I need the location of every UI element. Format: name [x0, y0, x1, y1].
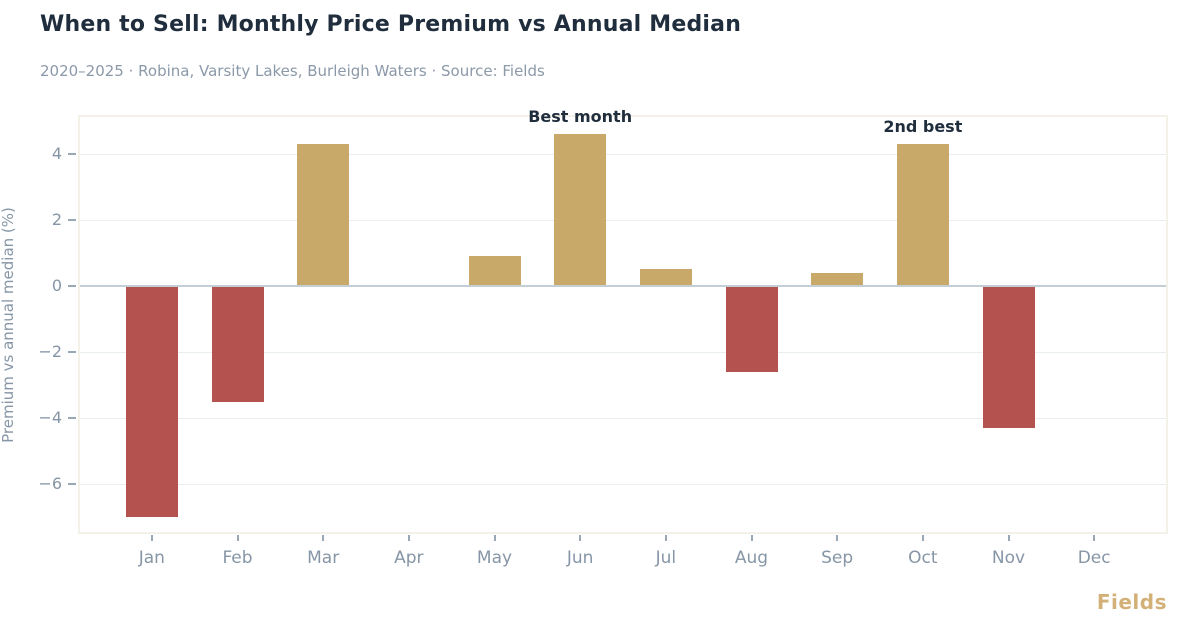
y-axis-label: Premium vs annual median (%)	[0, 207, 17, 443]
bar-mar	[297, 143, 350, 286]
plot-spine-right	[1166, 115, 1168, 534]
x-tick-mark-nov	[1007, 535, 1010, 541]
x-tick-label-sep: Sep	[821, 548, 854, 568]
x-tick-mark-sep	[836, 535, 839, 541]
gridline--6	[80, 484, 1166, 486]
plot-spine-left	[78, 115, 80, 534]
bar-jul	[639, 269, 692, 286]
y-tick-mark--4	[68, 417, 76, 420]
plot-spine-bottom	[78, 532, 1168, 534]
page-title: When to Sell: Monthly Price Premium vs A…	[40, 12, 742, 37]
bar-jun	[554, 133, 607, 286]
y-tick-label--2: −2	[38, 342, 62, 362]
x-tick-mark-apr	[407, 535, 410, 541]
zero-line	[80, 284, 1166, 287]
x-tick-label-feb: Feb	[222, 548, 253, 568]
brand-logo: Fields	[1096, 590, 1167, 614]
x-tick-mark-aug	[750, 535, 753, 541]
x-tick-mark-jan	[150, 535, 153, 541]
annotation-2nd-best: 2nd best	[883, 116, 963, 136]
y-tick-mark-2	[68, 218, 76, 221]
gridline--2	[80, 352, 1166, 354]
x-tick-mark-jul	[664, 535, 667, 541]
y-tick-label-4: 4	[51, 143, 62, 163]
x-tick-label-oct: Oct	[908, 548, 938, 568]
x-tick-mark-may	[493, 535, 496, 541]
y-tick-mark-4	[68, 152, 76, 155]
gridline--4	[80, 418, 1166, 420]
y-tick-label--6: −6	[38, 474, 62, 494]
y-tick-mark--2	[68, 351, 76, 354]
chart-subtitle: 2020–2025 · Robina, Varsity Lakes, Burle…	[40, 62, 545, 80]
y-tick-mark-0	[68, 284, 76, 287]
bar-jan	[125, 285, 178, 518]
y-tick-label-0: 0	[51, 275, 62, 295]
bar-nov	[982, 285, 1035, 429]
y-tick-mark--6	[68, 483, 76, 486]
annotation-best-month: Best month	[528, 106, 633, 126]
bar-feb	[211, 285, 264, 402]
plot-area	[78, 115, 1168, 534]
x-tick-mark-jun	[579, 535, 582, 541]
x-tick-label-nov: Nov	[991, 548, 1026, 568]
x-tick-label-jul: Jul	[655, 548, 677, 568]
y-tick-label-2: 2	[51, 209, 62, 229]
gridline-4	[80, 153, 1166, 155]
y-tick-label--4: −4	[38, 408, 62, 428]
x-tick-label-apr: Apr	[394, 548, 424, 568]
x-tick-label-dec: Dec	[1077, 548, 1111, 568]
bar-aug	[725, 285, 778, 372]
x-tick-mark-oct	[921, 535, 924, 541]
x-tick-label-jan: Jan	[138, 548, 165, 568]
plot-spine-top	[78, 115, 1168, 117]
bar-sep	[811, 272, 864, 286]
x-tick-label-may: May	[476, 548, 513, 568]
gridline-2	[80, 219, 1166, 221]
x-tick-label-mar: Mar	[307, 548, 340, 568]
x-tick-mark-mar	[322, 535, 325, 541]
bar-oct	[896, 143, 949, 286]
x-tick-mark-feb	[236, 535, 239, 541]
x-tick-label-jun: Jun	[566, 548, 594, 568]
x-tick-mark-dec	[1093, 535, 1096, 541]
x-tick-label-aug: Aug	[734, 548, 769, 568]
bar-may	[468, 256, 521, 286]
